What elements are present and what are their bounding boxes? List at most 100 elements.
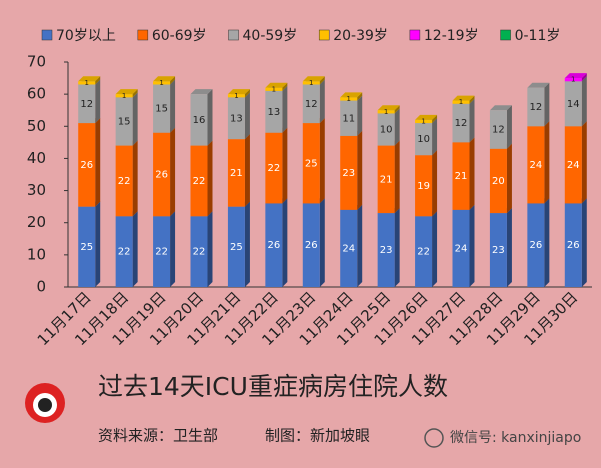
bar-top xyxy=(452,95,475,101)
value-label: 19 xyxy=(417,181,430,192)
bar xyxy=(340,209,358,287)
bar-top xyxy=(78,76,101,82)
value-label: 25 xyxy=(305,158,318,169)
value-label: 22 xyxy=(155,247,168,258)
bar xyxy=(265,203,283,287)
bar-side xyxy=(581,73,587,82)
value-label: 26 xyxy=(267,240,280,251)
value-label: 26 xyxy=(155,170,168,181)
bar-side xyxy=(207,140,213,217)
bar xyxy=(227,97,245,140)
legend-swatch xyxy=(409,29,421,41)
bar xyxy=(115,216,133,287)
value-label: 22 xyxy=(417,247,430,258)
value-label: 1 xyxy=(234,92,238,100)
value-label: 23 xyxy=(492,245,505,256)
value-label: 26 xyxy=(305,240,318,251)
bar-top xyxy=(115,89,138,95)
legend-label: 60-69岁 xyxy=(152,28,207,44)
legend-swatch xyxy=(318,29,330,41)
bar xyxy=(265,132,283,204)
value-label: 1 xyxy=(421,117,425,125)
y-tick-label: 10 xyxy=(27,245,46,263)
value-label: 22 xyxy=(118,247,131,258)
bar-side xyxy=(544,82,550,127)
value-label: 16 xyxy=(193,115,206,126)
bar-top xyxy=(190,89,213,95)
value-label: 1 xyxy=(159,79,163,87)
value-label: 11 xyxy=(342,113,355,124)
bar-top xyxy=(564,73,587,79)
bar xyxy=(489,213,507,287)
value-label: 13 xyxy=(230,113,243,124)
bar-side xyxy=(170,79,176,133)
bar-top xyxy=(340,92,363,98)
bar-side xyxy=(282,85,288,133)
value-label: 12 xyxy=(455,118,468,129)
legend-label: 0-11岁 xyxy=(515,28,561,44)
bar xyxy=(415,216,433,287)
bar xyxy=(302,123,320,204)
legend-label: 40-59岁 xyxy=(243,28,298,44)
bar xyxy=(190,145,208,217)
value-label: 12 xyxy=(305,99,318,110)
value-label: 22 xyxy=(193,176,206,187)
bar-side xyxy=(319,198,325,287)
bar-side xyxy=(95,76,101,85)
bar-side xyxy=(506,208,512,287)
y-tick-label: 50 xyxy=(27,117,46,135)
bar xyxy=(190,216,208,287)
bar-top xyxy=(527,82,550,88)
bar-side xyxy=(207,211,213,287)
legend-label: 20-39岁 xyxy=(333,28,388,44)
bar-side xyxy=(469,137,475,210)
bar xyxy=(302,81,320,85)
bar-side xyxy=(319,118,325,204)
value-label: 21 xyxy=(230,168,243,179)
bar xyxy=(227,139,245,207)
bar xyxy=(452,209,470,287)
value-label: 24 xyxy=(342,243,355,254)
y-tick-label: 30 xyxy=(27,181,46,199)
bar xyxy=(452,100,470,104)
bar xyxy=(78,81,96,85)
value-label: 1 xyxy=(122,92,126,100)
bar-side xyxy=(132,211,138,287)
value-label: 12 xyxy=(492,125,505,136)
legend-swatch xyxy=(500,29,511,41)
value-label: 10 xyxy=(380,125,393,136)
value-label: 23 xyxy=(380,245,393,256)
bar xyxy=(115,145,133,217)
value-label: 21 xyxy=(455,171,468,182)
value-label: 24 xyxy=(455,243,468,254)
value-label: 25 xyxy=(80,242,93,253)
bar-side xyxy=(469,95,475,104)
bar xyxy=(78,123,96,207)
y-tick-label: 40 xyxy=(27,149,46,167)
watermark: 微信号: kanxinjiapo xyxy=(450,430,581,446)
bar xyxy=(190,94,208,146)
bar xyxy=(415,119,433,124)
value-label: 23 xyxy=(342,168,355,179)
bar-side xyxy=(244,201,250,287)
bar-side xyxy=(581,121,587,204)
bar-top xyxy=(153,76,176,82)
bar-side xyxy=(581,198,587,287)
bar xyxy=(302,84,320,124)
value-label: 26 xyxy=(529,240,542,251)
bar-side xyxy=(506,105,512,149)
value-label: 15 xyxy=(155,104,168,115)
bar-side xyxy=(244,134,250,207)
bar-side xyxy=(132,92,138,146)
bar xyxy=(115,97,133,146)
value-label: 15 xyxy=(118,116,131,127)
bar xyxy=(153,132,171,217)
bar xyxy=(377,110,395,114)
bar-side xyxy=(357,130,363,210)
bar-side xyxy=(170,127,176,217)
y-tick-label: 60 xyxy=(27,85,46,103)
bar-side xyxy=(319,76,325,85)
bar xyxy=(564,81,582,127)
bar-side xyxy=(95,118,101,207)
